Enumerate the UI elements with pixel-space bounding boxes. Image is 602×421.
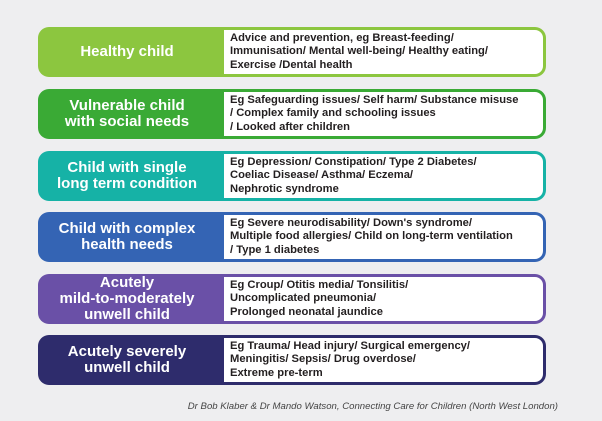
- category-label: Acutely severely unwell child: [67, 343, 187, 376]
- category-description: Eg Safeguarding issues/ Self harm/ Subst…: [224, 92, 543, 136]
- row-healthy-child: Healthy child Advice and prevention, eg …: [38, 27, 546, 77]
- row-acutely-severe: Acutely severely unwell child Eg Trauma/…: [38, 335, 546, 385]
- category-description: Eg Depression/ Constipation/ Type 2 Diab…: [224, 154, 543, 198]
- row-single-long-term-condition: Child with single long term condition Eg…: [38, 151, 546, 201]
- row-acutely-mild-moderate: Acutely mild-to-moderately unwell child …: [38, 274, 546, 324]
- category-label: Vulnerable child with social needs: [64, 97, 190, 130]
- category-description: Eg Severe neurodisability/ Down's syndro…: [224, 215, 543, 259]
- category-label: Child with complex health needs: [58, 220, 196, 253]
- row-complex-health-needs: Child with complex health needs Eg Sever…: [38, 212, 546, 262]
- row-vulnerable-child: Vulnerable child with social needs Eg Sa…: [38, 89, 546, 139]
- category-description: Eg Croup/ Otitis media/ Tonsilitis/ Unco…: [224, 277, 543, 321]
- source-credit: Dr Bob Klaber & Dr Mando Watson, Connect…: [187, 401, 558, 412]
- category-description: Eg Trauma/ Head injury/ Surgical emergen…: [224, 338, 543, 382]
- category-label: Child with single long term condition: [57, 159, 197, 192]
- category-label: Healthy child: [80, 43, 174, 60]
- category-description: Advice and prevention, eg Breast-feeding…: [224, 30, 543, 74]
- category-label: Acutely mild-to-moderately unwell child: [59, 274, 195, 323]
